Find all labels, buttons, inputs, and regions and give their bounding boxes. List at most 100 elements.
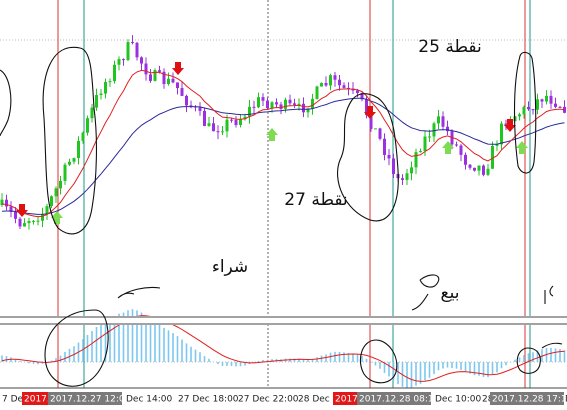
candle-body [414,152,418,168]
candle-body [63,164,67,181]
time-label: 2017.12.28 17:15 [492,395,567,405]
candle-body [32,220,35,222]
candle-body [554,103,557,107]
candle-body [387,154,391,159]
candle-body [549,95,553,104]
sell-arrow [16,204,28,217]
candle-body [504,123,508,126]
candle-body [342,85,346,88]
annotation-points: 25 نقطة [418,37,481,57]
sell-arrow [364,106,376,119]
candle-body [50,196,53,207]
candle-body [81,132,85,141]
candle-body [293,103,296,105]
candle-body [365,99,368,116]
candle-body [374,128,377,130]
candle-body [72,158,76,162]
candle-body [383,138,386,155]
candle-body [423,136,427,152]
candle-body [36,220,40,222]
candle-body [477,165,481,171]
candle-body [360,93,364,100]
time-label: Dec 10:00 [435,395,481,405]
candle-body [536,99,539,110]
time-label: 28 Dec 0 [298,395,339,405]
candle-body [558,106,562,108]
candle-body [441,116,445,127]
time-label: 28 [482,395,494,405]
candle-body [284,99,287,109]
candle-body [18,218,22,227]
time-tag-red [333,392,359,405]
candle-body [527,107,530,110]
candle-body [198,107,202,111]
candle-body [266,100,269,109]
candle-body [252,106,256,108]
time-tag [48,392,122,405]
candle-body [122,59,125,61]
candle-body [99,93,103,96]
candle-body [59,180,62,189]
candle-body [162,71,166,84]
candle-body [279,104,283,109]
annotation-buy: شراء [212,257,248,277]
fast-ma [1,69,565,218]
scribble [117,286,161,299]
candle-body [410,167,413,174]
candle-body [14,211,17,219]
candle-body [545,95,548,102]
candle-body [86,118,89,133]
candle-body [140,57,143,64]
candle-body [428,136,431,138]
candle-body [9,206,13,212]
candle-body [77,140,80,159]
candle-body [45,206,49,215]
time-tag [490,392,564,405]
candle-body [320,83,323,87]
candle-body [311,98,314,109]
candle-body [473,167,476,171]
time-label: 2017. [24,395,50,405]
candle-body [203,110,206,126]
time-label: Dec 2 [565,395,567,405]
candle-body [486,168,490,175]
buy-arrow [266,128,278,141]
candle-body [437,116,440,124]
time-tag [357,392,431,405]
candle-body [248,106,251,117]
candle-body [378,128,382,139]
scribble [0,69,12,137]
candle-body [180,88,184,96]
candle-body [171,78,175,83]
candle-body [338,79,341,86]
time-label: 2017.12.27 12:00 [50,395,131,405]
candle-body [68,161,71,165]
candle-body [189,105,193,107]
scribble [42,46,97,235]
panel-separator [0,316,567,325]
candle-body [459,145,463,155]
time-label: 2017.12.28 08:15 [359,395,439,405]
scribble [516,342,563,374]
candle-body [0,199,4,205]
candle-body [261,97,265,101]
candle-body [392,158,395,175]
indicator [1,309,566,388]
scribble [44,309,109,387]
scribble [337,93,399,222]
candle-body [518,114,521,117]
candle-body [455,144,458,146]
candle-body [27,220,31,224]
candle-body [356,90,359,94]
time-label: 27 Dec 22:00 [238,395,299,405]
candle-body [329,75,332,86]
candle-body [176,82,179,89]
time-tag-red [22,392,48,405]
candle-body [149,74,152,81]
candle-body [563,106,566,113]
candle-body [401,178,404,180]
time-label: 7 Dec [2,395,28,405]
candle-body [216,131,220,133]
candle-body [167,78,170,84]
